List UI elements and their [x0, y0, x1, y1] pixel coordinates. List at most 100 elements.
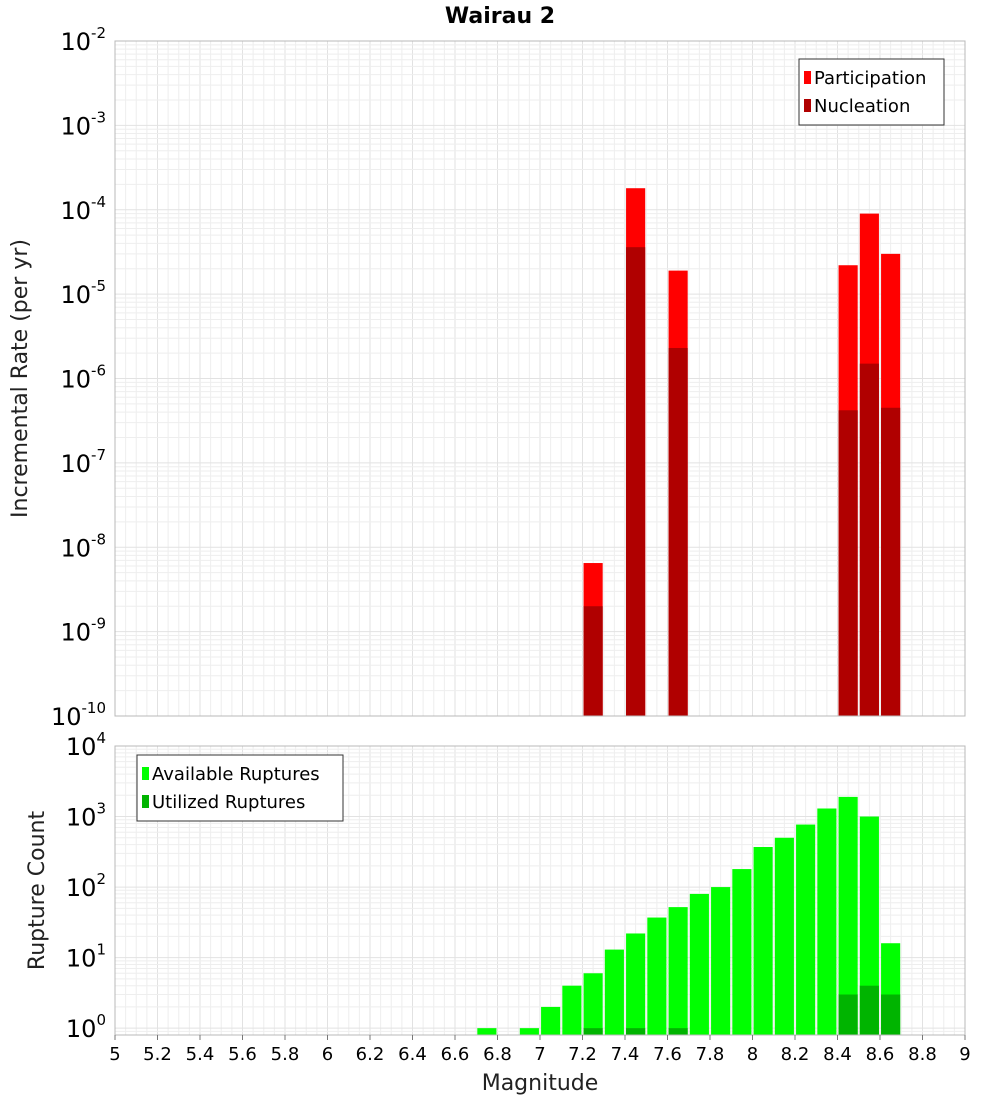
- y-tick-label: 10-8: [60, 530, 106, 562]
- x-tick-label: 8.2: [781, 1044, 810, 1065]
- rate-bars: [583, 188, 901, 717]
- y-tick-base: 10: [51, 703, 82, 731]
- legend-swatch: [804, 71, 811, 84]
- y-tick-base: 10: [60, 619, 91, 647]
- y-tick-base: 10: [66, 874, 97, 902]
- bar-nucleation: [881, 407, 901, 716]
- x-tick-label: 6: [322, 1044, 333, 1065]
- y-tick-exponent: -10: [82, 699, 107, 717]
- y-tick-base: 10: [66, 733, 97, 761]
- x-tick-label: 6.4: [398, 1044, 427, 1065]
- y-tick-exponent: -7: [91, 446, 106, 464]
- y-tick-label: 100: [66, 1011, 106, 1043]
- bar-available-ruptures: [668, 907, 688, 1035]
- y-tick-exponent: 3: [96, 800, 106, 818]
- x-ticks: 5 5.2 5.4 5.6 5.8 6 6.2 6.4 6.6 6.8 7 7.2 7.4 7.6 7.8 8…: [109, 1035, 971, 1065]
- bar-nucleation: [859, 363, 879, 716]
- bar-available-ruptures: [647, 917, 667, 1035]
- y-tick-label: 10-4: [60, 193, 106, 225]
- legend-swatch: [142, 795, 149, 808]
- chart-title: Wairau 2: [445, 4, 555, 29]
- count-bars: [477, 796, 901, 1035]
- x-axis-label: Magnitude: [482, 1071, 599, 1096]
- bar-available-ruptures: [732, 869, 752, 1035]
- x-tick-label: 8: [747, 1044, 758, 1065]
- bar-nucleation: [583, 606, 603, 716]
- y-tick-label: 104: [66, 729, 106, 761]
- bar-available-ruptures: [626, 933, 646, 1035]
- bar-utilized-ruptures: [583, 1028, 603, 1035]
- bar-nucleation: [626, 247, 646, 716]
- x-tick-label: 7: [534, 1044, 545, 1065]
- bar-utilized-ruptures: [881, 994, 901, 1035]
- bar-available-ruptures: [604, 949, 624, 1035]
- y-tick-base: 10: [60, 281, 91, 309]
- y-tick-base: 10: [66, 1015, 97, 1043]
- bar-utilized-ruptures: [626, 1028, 646, 1035]
- y-tick-exponent: 2: [96, 870, 106, 888]
- bar-available-ruptures: [562, 985, 582, 1035]
- y-tick-label: 10-6: [60, 362, 106, 394]
- x-tick-label: 7.8: [696, 1044, 725, 1065]
- legend-box: [798, 58, 945, 126]
- rate-plot-frame: [114, 40, 966, 717]
- y-tick-exponent: -6: [91, 362, 106, 380]
- bar-available-ruptures: [477, 1028, 497, 1035]
- bar-nucleation: [668, 347, 688, 716]
- bar-utilized-ruptures: [668, 1028, 688, 1035]
- x-tick-label: 5.6: [228, 1044, 257, 1065]
- y-tick-base: 10: [60, 534, 91, 562]
- legend-swatch: [804, 99, 811, 112]
- y-tick-base: 10: [60, 450, 91, 478]
- y-tick-label: 10-3: [60, 108, 106, 140]
- x-tick-label: 7.6: [653, 1044, 682, 1065]
- bar-available-ruptures: [796, 824, 816, 1035]
- bar-available-ruptures: [711, 887, 731, 1035]
- y-tick-label: 103: [66, 800, 106, 832]
- bar-nucleation: [838, 410, 858, 716]
- x-tick-label: 7.4: [611, 1044, 640, 1065]
- count-grid: [114, 745, 966, 1036]
- bar-available-ruptures: [689, 893, 709, 1035]
- y-tick-base: 10: [66, 945, 97, 973]
- count-y-axis-label: Rupture Count: [25, 811, 50, 971]
- legend-label: Nucleation: [814, 96, 910, 117]
- x-tick-label: 5.2: [143, 1044, 172, 1065]
- x-tick-label: 5: [109, 1044, 120, 1065]
- y-tick-base: 10: [60, 197, 91, 225]
- rate-grid: [114, 40, 966, 717]
- y-tick-exponent: -8: [91, 530, 106, 548]
- rate-legend: Participation Nucleation: [798, 58, 945, 126]
- legend-swatch: [142, 767, 149, 780]
- bar-utilized-ruptures: [859, 985, 879, 1035]
- y-tick-exponent: 4: [96, 729, 106, 747]
- y-tick-exponent: -5: [91, 277, 106, 295]
- y-tick-base: 10: [60, 28, 91, 56]
- bar-available-ruptures: [774, 837, 794, 1035]
- bar-utilized-ruptures: [838, 994, 858, 1035]
- bar-available-ruptures: [583, 973, 603, 1035]
- y-tick-label: 101: [66, 941, 106, 973]
- x-tick-label: 8.4: [823, 1044, 852, 1065]
- x-tick-label: 9: [959, 1044, 970, 1065]
- bar-available-ruptures: [541, 1006, 561, 1035]
- x-tick-label: 7.2: [568, 1044, 597, 1065]
- x-tick-label: 8.6: [866, 1044, 895, 1065]
- y-tick-exponent: -9: [91, 615, 106, 633]
- y-tick-label: 10-5: [60, 277, 106, 309]
- x-tick-label: 5.8: [271, 1044, 300, 1065]
- count-legend: Available Ruptures Utilized Ruptures: [136, 754, 344, 822]
- y-tick-exponent: -2: [91, 24, 106, 42]
- bar-available-ruptures: [859, 816, 879, 1035]
- y-tick-label: 10-7: [60, 446, 106, 478]
- y-tick-base: 10: [60, 112, 91, 140]
- y-tick-exponent: -4: [91, 193, 106, 211]
- y-tick-label: 102: [66, 870, 106, 902]
- y-tick-exponent: 1: [96, 941, 106, 959]
- rate-y-axis-label: Incremental Rate (per yr): [8, 239, 33, 518]
- y-tick-label: 10-10: [51, 699, 106, 731]
- y-tick-label: 10-2: [60, 24, 106, 56]
